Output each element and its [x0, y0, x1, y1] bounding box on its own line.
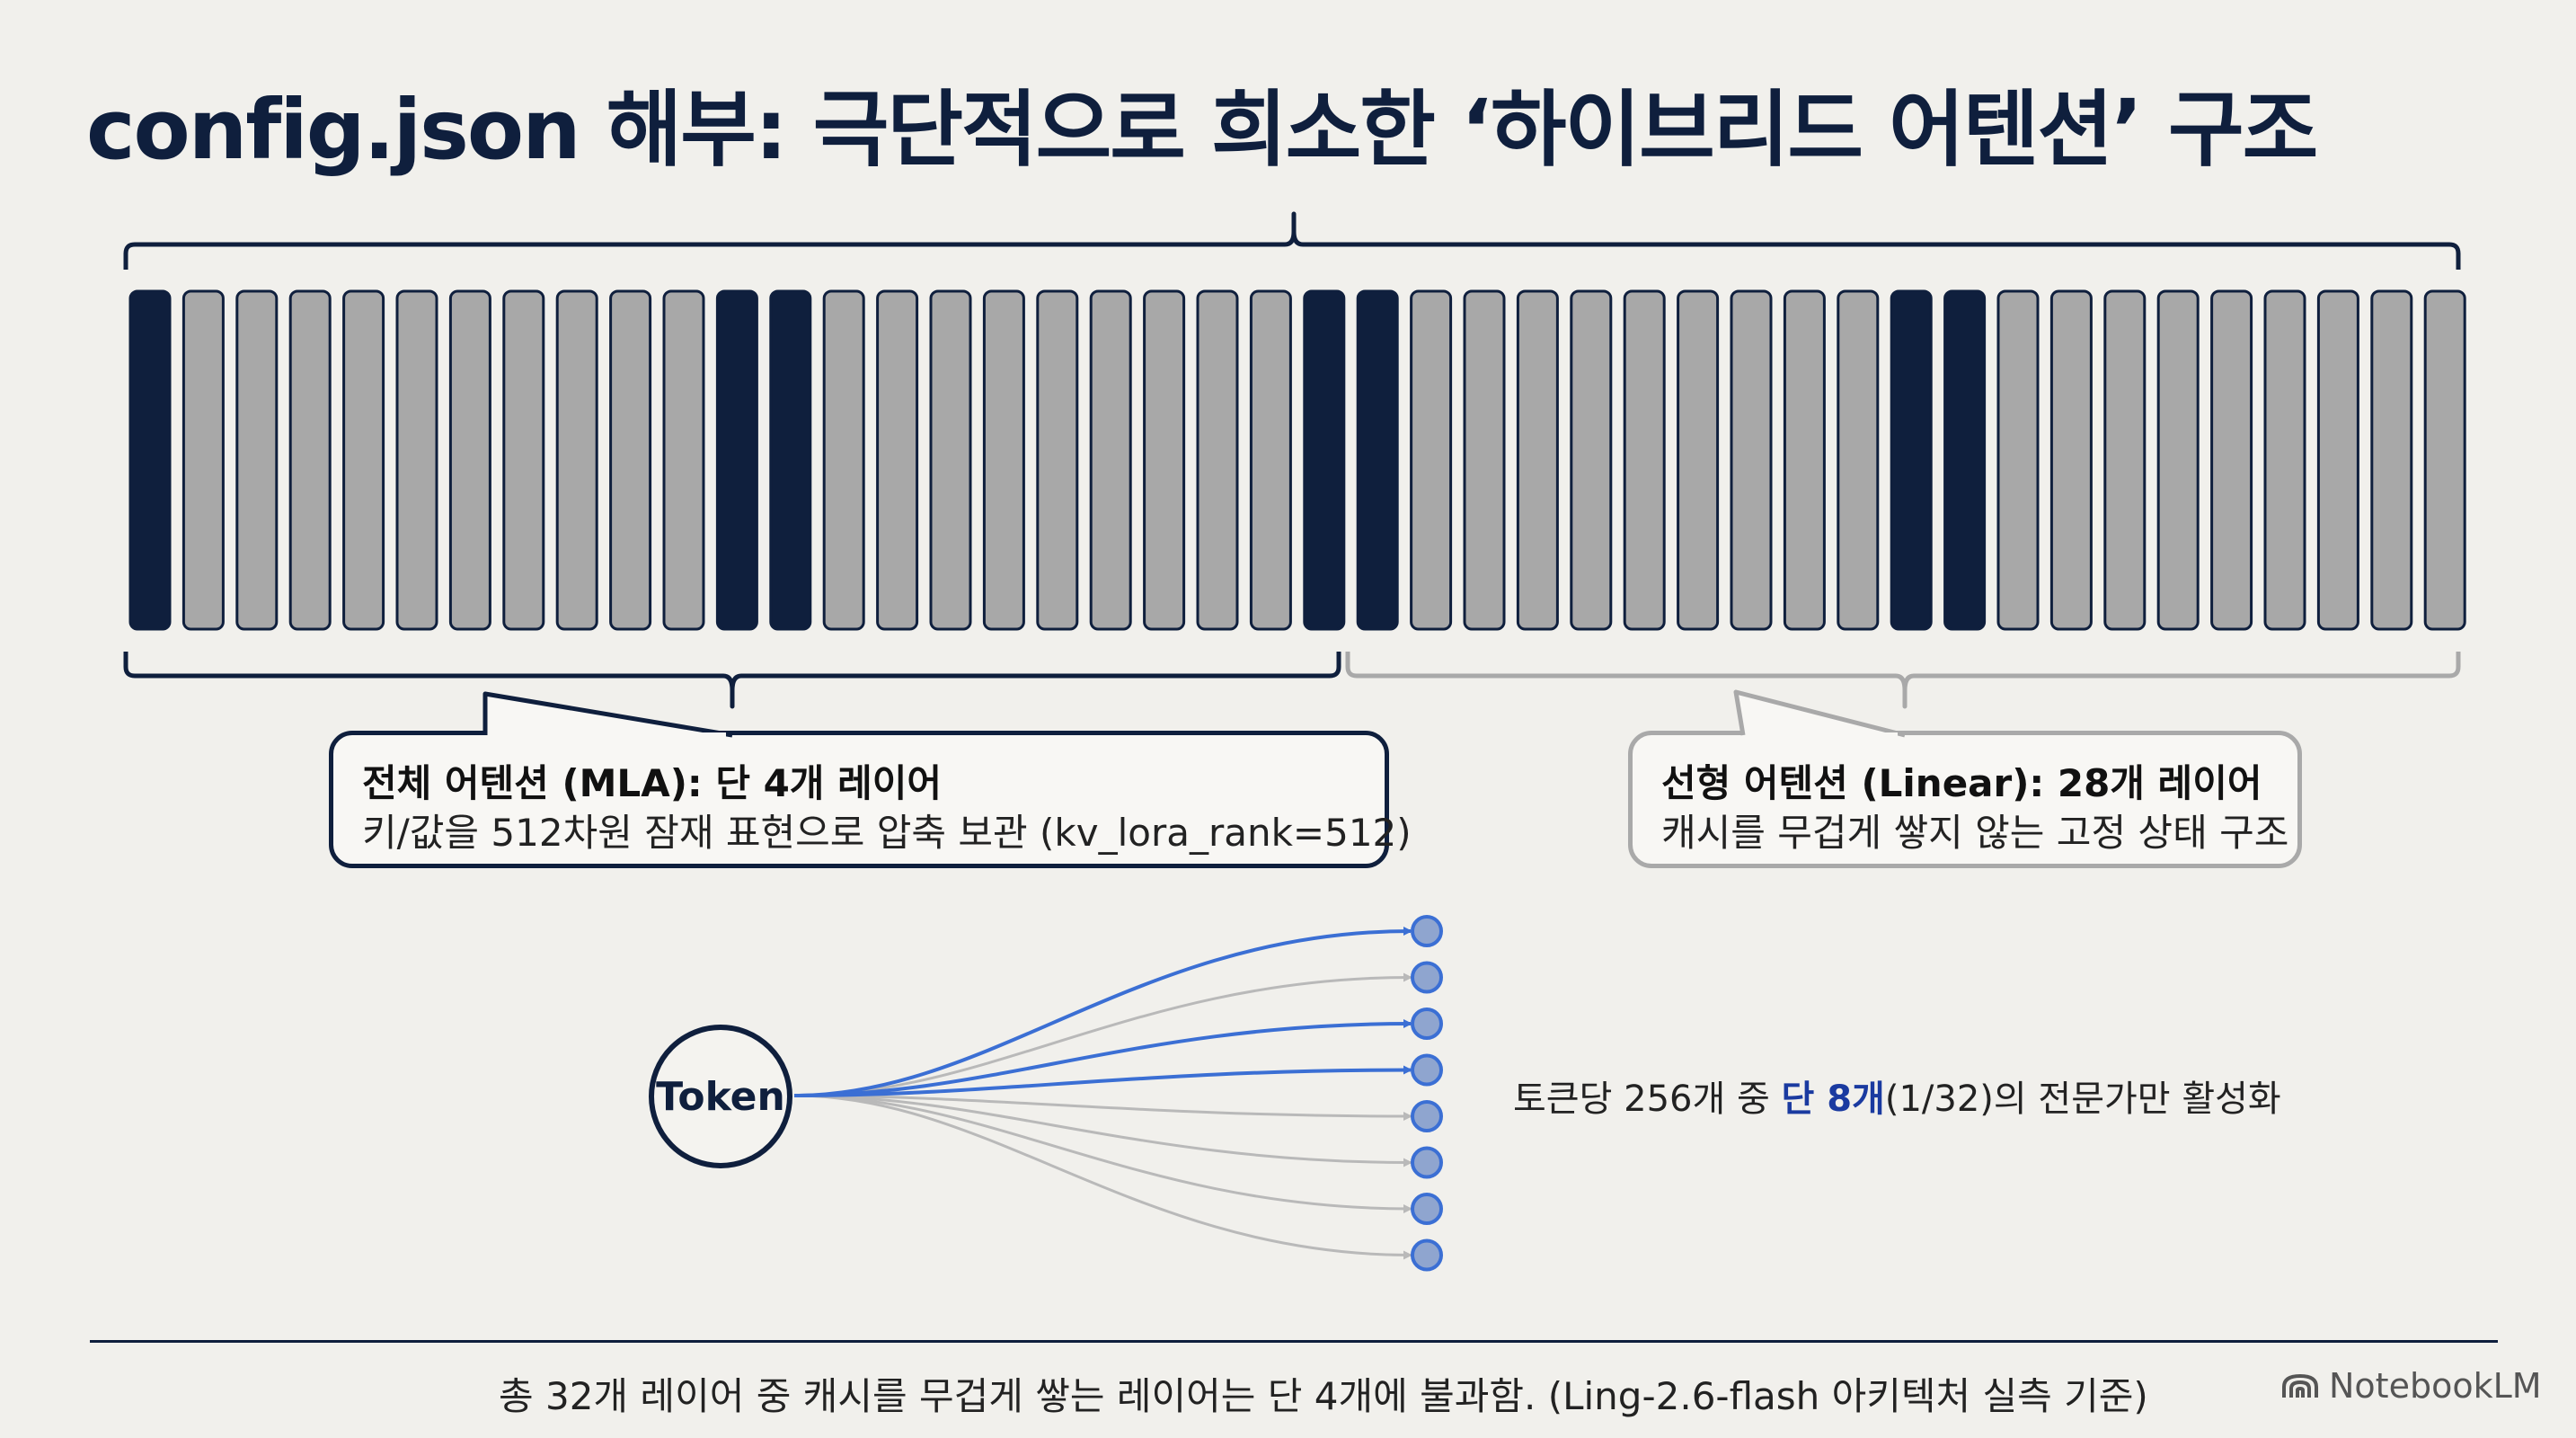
active-route-line — [793, 1065, 1412, 1097]
active-route-line — [793, 927, 1412, 1097]
linear-attention-layer — [181, 289, 225, 631]
expert-node — [1411, 915, 1443, 947]
expert-node — [1411, 1193, 1443, 1225]
linear-attention-layer — [1677, 289, 1720, 631]
linear-attention-layer — [2156, 289, 2200, 631]
linear-callout: 선형 어텐션 (Linear): 28개 레이어 캐시를 무겁게 쌓지 않는 고… — [1628, 731, 2302, 868]
expert-node — [1411, 1053, 1443, 1087]
linear-attention-layer — [1410, 289, 1453, 631]
linear-attention-layer — [448, 289, 491, 631]
linear-attention-layer — [2049, 289, 2093, 631]
page-title: config.json 해부: 극단적으로 희소한 ‘하이브리드 어텐션’ 구조 — [86, 82, 2318, 178]
linear-attention-layer — [1143, 289, 1186, 631]
linear-attention-layer — [1249, 289, 1292, 631]
brand-name: NotebookLM — [2329, 1366, 2542, 1406]
linear-attention-layer — [288, 289, 332, 631]
linear-attention-layer — [235, 289, 279, 631]
linear-attention-layer — [2316, 289, 2359, 631]
linear-brace — [1345, 652, 2461, 709]
linear-attention-layer — [822, 289, 865, 631]
linear-callout-title: 선형 어텐션 (Linear): 28개 레이어 — [1661, 761, 2262, 805]
linear-attention-layer — [1837, 289, 1880, 631]
footer-caption: 총 32개 레이어 중 캐시를 무겁게 쌓는 레이어는 단 4개에 불과함. (… — [499, 1374, 2148, 1418]
linear-attention-layer — [502, 289, 545, 631]
linear-attention-layer — [395, 289, 438, 631]
expert-routing — [793, 915, 1443, 1272]
full-attention-layer — [769, 289, 812, 631]
linear-attention-layer — [1196, 289, 1239, 631]
linear-attention-layer — [2103, 289, 2147, 631]
linear-attention-layer — [662, 289, 705, 631]
linear-callout-desc: 캐시를 무겁게 쌓지 않는 고정 상태 구조 — [1661, 811, 2289, 855]
linear-attention-layer — [1036, 289, 1079, 631]
linear-attention-layer — [1996, 289, 2040, 631]
layer-stack — [128, 289, 2466, 631]
mla-callout-title: 전체 어텐션 (MLA): 단 4개 레이어 — [362, 761, 942, 805]
linear-attention-layer — [342, 289, 385, 631]
footer-divider — [90, 1340, 2498, 1343]
active-route-line — [793, 1019, 1412, 1097]
expert-note-suffix: (1/32)의 전문가만 활성화 — [1884, 1078, 2281, 1120]
brand-mark: NotebookLM — [2280, 1366, 2542, 1406]
mla-callout: 전체 어텐션 (MLA): 단 4개 레이어 키/값을 512차원 잠재 표현으… — [329, 731, 1412, 868]
linear-attention-layer — [1089, 289, 1132, 631]
expert-node — [1411, 1100, 1443, 1132]
full-attention-layer — [715, 289, 758, 631]
linear-attention-layer — [1516, 289, 1559, 631]
mla-brace — [123, 652, 1341, 709]
inactive-route-line — [793, 972, 1412, 1097]
inactive-route-line — [793, 1094, 1412, 1167]
linear-attention-layer — [609, 289, 652, 631]
linear-attention-layer — [2423, 289, 2466, 631]
full-attention-layer — [128, 289, 172, 631]
linear-attention-layer — [555, 289, 598, 631]
linear-attention-layer — [1570, 289, 1613, 631]
mla-callout-desc: 키/값을 512차원 잠재 표현으로 압축 보관 (kv_lora_rank=5… — [362, 811, 1412, 855]
expert-node — [1411, 1007, 1443, 1040]
linear-attention-layer — [2263, 289, 2306, 631]
linear-attention-layer — [1623, 289, 1666, 631]
expert-node — [1411, 1146, 1443, 1179]
inactive-route-line — [793, 1094, 1412, 1260]
linear-attention-layer — [929, 289, 972, 631]
linear-attention-layer — [2370, 289, 2413, 631]
linear-attention-layer — [876, 289, 919, 631]
expert-routing-note: 토큰당 256개 중 단 8개(1/32)의 전문가만 활성화 — [1513, 1070, 2281, 1122]
full-attention-layer — [1303, 289, 1346, 631]
inactive-route-line — [793, 1094, 1412, 1213]
linear-attention-layer — [982, 289, 1025, 631]
full-attention-layer — [1356, 289, 1399, 631]
linear-attention-layer — [1730, 289, 1773, 631]
full-attention-layer — [1890, 289, 1933, 631]
notebooklm-logo-icon — [2282, 1373, 2318, 1398]
inactive-route-line — [793, 1094, 1412, 1121]
linear-attention-layer — [2210, 289, 2253, 631]
token-node: Token — [649, 1025, 792, 1168]
linear-attention-layer — [1463, 289, 1506, 631]
expert-node — [1411, 961, 1443, 994]
expert-note-highlight: 단 8개 — [1781, 1078, 1885, 1120]
linear-attention-layer — [1783, 289, 1826, 631]
full-attention-layer — [1943, 289, 1987, 631]
top-brace — [123, 211, 2461, 270]
expert-node — [1411, 1238, 1443, 1272]
expert-note-prefix: 토큰당 256개 중 — [1513, 1078, 1782, 1120]
